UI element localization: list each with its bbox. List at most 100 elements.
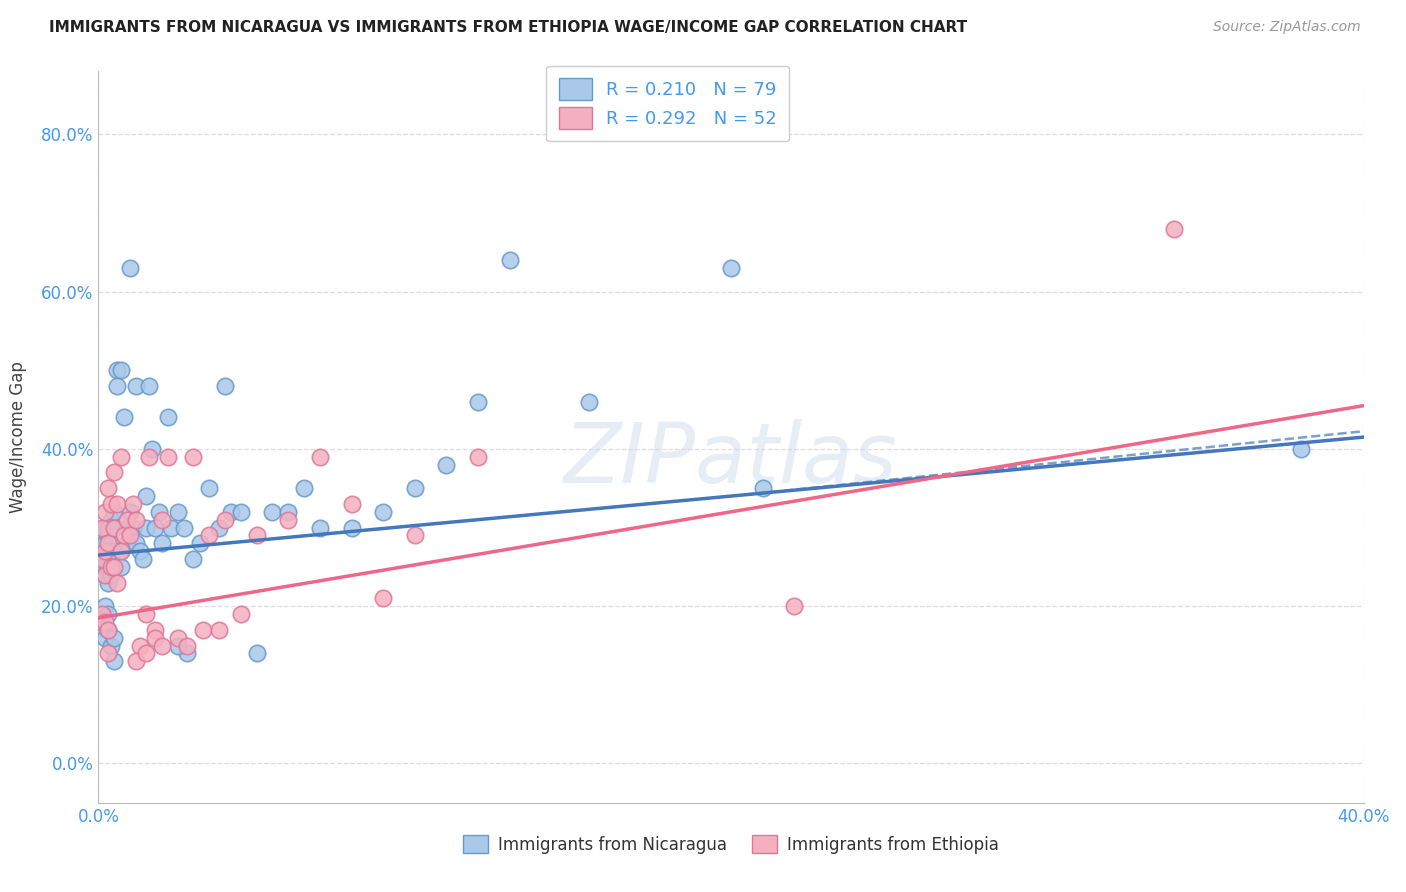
Point: [97, 544, 120, 558]
Point: [103, 505, 125, 519]
Point: [277, 513, 299, 527]
Point: [103, 466, 125, 480]
Text: ZIPatlas: ZIPatlas: [564, 418, 898, 500]
Point: [125, 654, 148, 668]
Text: Source: ZipAtlas.com: Source: ZipAtlas.com: [1213, 20, 1361, 34]
Point: [103, 654, 125, 668]
Point: [157, 450, 180, 464]
Point: [498, 253, 520, 268]
Point: [93, 567, 117, 582]
Point: [135, 489, 157, 503]
Point: [97, 528, 120, 542]
Point: [340, 497, 363, 511]
Point: [246, 646, 269, 660]
Point: [262, 505, 284, 519]
Point: [132, 552, 155, 566]
Point: [128, 639, 150, 653]
Point: [107, 363, 129, 377]
Point: [125, 513, 148, 527]
Point: [112, 410, 135, 425]
Point: [128, 544, 150, 558]
Point: [150, 513, 173, 527]
Point: [90, 528, 112, 542]
Point: [110, 544, 132, 558]
Point: [97, 623, 120, 637]
Point: [103, 631, 125, 645]
Point: [176, 646, 198, 660]
Point: [208, 623, 231, 637]
Point: [100, 497, 122, 511]
Point: [120, 260, 141, 275]
Point: [578, 394, 600, 409]
Point: [246, 528, 269, 542]
Point: [198, 528, 221, 542]
Point: [110, 450, 132, 464]
Point: [100, 544, 122, 558]
Point: [90, 552, 112, 566]
Point: [93, 559, 117, 574]
Point: [93, 505, 117, 519]
Point: [90, 552, 112, 566]
Point: [97, 536, 120, 550]
Point: [404, 528, 426, 542]
Point: [107, 575, 129, 590]
Point: [1163, 221, 1185, 235]
Point: [97, 623, 120, 637]
Point: [208, 520, 231, 534]
Point: [229, 607, 252, 621]
Point: [176, 639, 198, 653]
Point: [93, 536, 117, 550]
Point: [467, 394, 489, 409]
Point: [166, 639, 188, 653]
Point: [100, 567, 122, 582]
Point: [90, 520, 112, 534]
Point: [751, 481, 773, 495]
Point: [340, 520, 363, 534]
Point: [90, 615, 112, 629]
Point: [115, 536, 138, 550]
Point: [783, 599, 806, 614]
Point: [115, 520, 138, 534]
Point: [148, 505, 170, 519]
Point: [97, 575, 120, 590]
Point: [145, 520, 166, 534]
Legend: Immigrants from Nicaragua, Immigrants from Ethiopia: Immigrants from Nicaragua, Immigrants fr…: [457, 829, 1005, 860]
Point: [183, 450, 205, 464]
Point: [371, 505, 394, 519]
Point: [150, 536, 173, 550]
Point: [166, 631, 188, 645]
Point: [135, 646, 157, 660]
Point: [125, 536, 148, 550]
Point: [97, 607, 120, 621]
Point: [157, 410, 180, 425]
Point: [160, 520, 183, 534]
Point: [110, 559, 132, 574]
Point: [188, 536, 211, 550]
Point: [100, 639, 122, 653]
Point: [93, 567, 117, 582]
Point: [93, 631, 117, 645]
Text: IMMIGRANTS FROM NICARAGUA VS IMMIGRANTS FROM ETHIOPIA WAGE/INCOME GAP CORRELATIO: IMMIGRANTS FROM NICARAGUA VS IMMIGRANTS …: [49, 20, 967, 35]
Point: [135, 607, 157, 621]
Point: [115, 513, 138, 527]
Point: [120, 505, 141, 519]
Point: [292, 481, 315, 495]
Point: [122, 497, 145, 511]
Point: [122, 520, 145, 534]
Point: [93, 552, 117, 566]
Point: [90, 607, 112, 621]
Point: [1289, 442, 1312, 456]
Point: [107, 497, 129, 511]
Point: [103, 520, 125, 534]
Point: [103, 559, 125, 574]
Point: [191, 623, 214, 637]
Point: [309, 520, 332, 534]
Point: [371, 591, 394, 606]
Point: [97, 646, 120, 660]
Point: [100, 513, 122, 527]
Point: [436, 458, 458, 472]
Point: [120, 528, 141, 542]
Point: [720, 260, 742, 275]
Point: [103, 520, 125, 534]
Point: [183, 552, 205, 566]
